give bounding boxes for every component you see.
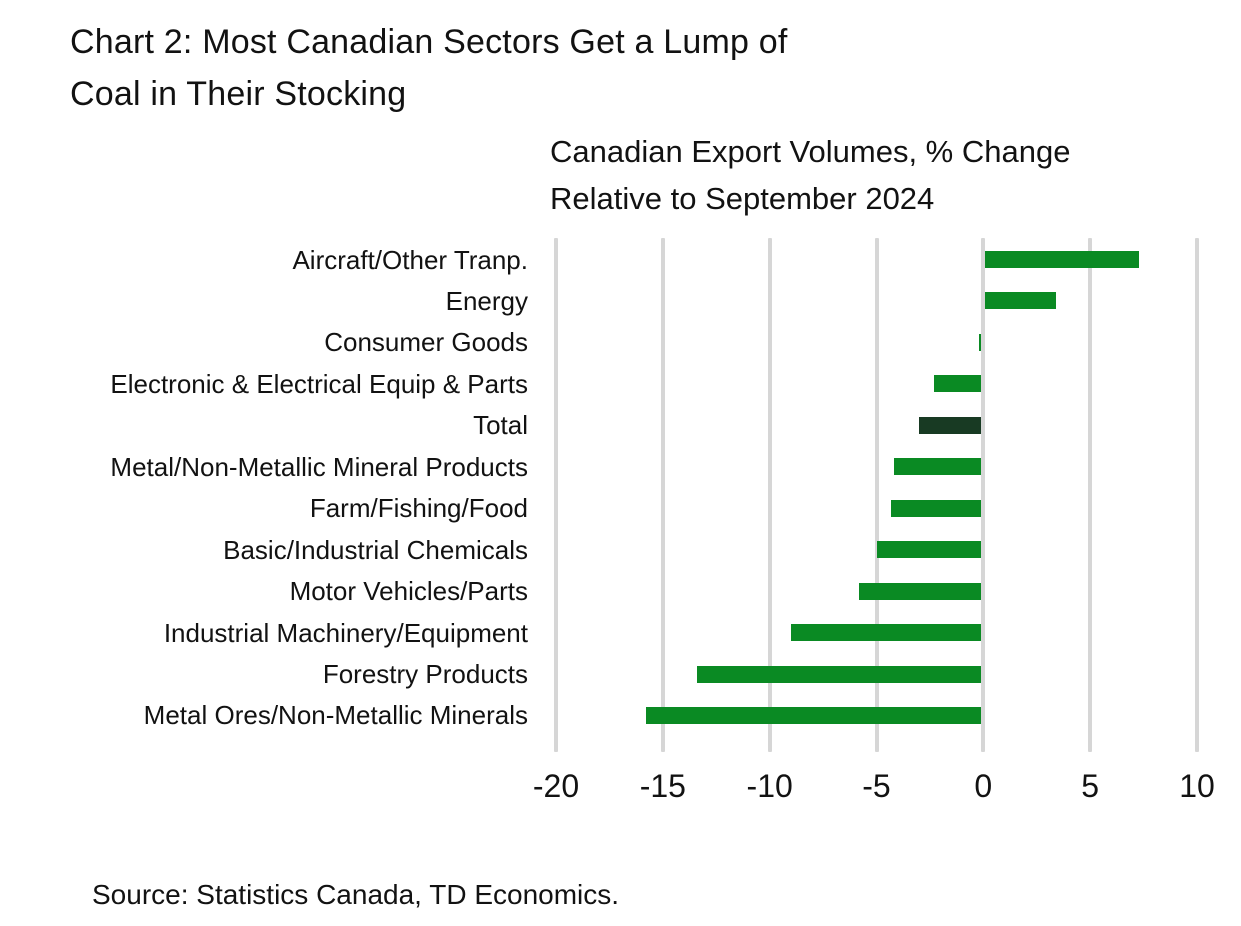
x-tick-label-5: 5 [1081,768,1100,804]
bar-consumer-goods [979,333,982,351]
gridline-x--10 [767,238,772,752]
chart-subtitle-line2: Relative to September 2024 [550,181,935,216]
gridline-x-5 [1088,238,1093,752]
bar-industrial-machinery-equipment [791,624,982,642]
chart-title-line2: Coal in Their Stocking [70,75,407,113]
x-tick-label--10: -10 [746,768,793,804]
bar-metal-non-metallic-mineral-products [893,458,982,476]
gridline-x-0 [981,238,986,752]
chart-subtitle: Canadian Export Volumes, % Change Relati… [550,128,1070,222]
x-tick-label--5: -5 [862,768,891,804]
bar-basic-industrial-chemicals [876,541,982,559]
category-label-metal-non-metallic-mineral-products: Metal/Non-Metallic Mineral Products [110,451,528,482]
category-label-consumer-goods: Consumer Goods [324,327,528,358]
source-note: Source: Statistics Canada, TD Economics. [92,879,620,910]
gridline-x--15 [660,238,665,752]
bar-metal-ores-non-metallic-minerals [645,706,982,724]
bar-total [919,416,982,434]
bar-energy [985,292,1056,310]
bar-motor-vehicles-parts [859,582,982,600]
x-tick-label--15: -15 [639,768,686,804]
category-label-electronic-electrical-equip-parts: Electronic & Electrical Equip & Parts [110,368,528,399]
category-label-energy: Energy [445,285,528,316]
x-tick-label--20: -20 [532,768,580,804]
category-label-forestry-products: Forestry Products [322,659,528,689]
gridline-x--20 [554,238,558,752]
bar-farm-fishing-food [891,499,982,517]
bar-aircraft-other-tranp [985,251,1140,268]
gridline-x-10 [1195,238,1199,752]
category-label-aircraft-other-tranp: Aircraft/Other Tranp. [292,244,528,275]
category-label-motor-vehicles-parts: Motor Vehicles/Parts [289,576,528,607]
category-label-basic-industrial-chemicals: Basic/Industrial Chemicals [223,534,528,565]
category-label-metal-ores-non-metallic-minerals: Metal Ores/Non-Metallic Minerals [143,700,528,731]
category-label-industrial-machinery-equipment: Industrial Machinery/Equipment [163,617,528,648]
gridline-x--5 [874,238,879,752]
bar-electronic-electrical-equip-parts [934,375,982,393]
chart-title: Chart 2: Most Canadian Sectors Get a Lum… [70,16,788,120]
category-label-total: Total [473,410,528,441]
chart-title-line1: Chart 2: Most Canadian Sectors Get a Lum… [70,23,788,61]
chart-subtitle-line1: Canadian Export Volumes, % Change [550,134,1071,169]
x-tick-label-0: 0 [974,768,993,804]
x-tick-label-10: 10 [1179,768,1215,804]
bar-forestry-products [697,665,982,683]
category-label-farm-fishing-food: Farm/Fishing/Food [309,493,528,524]
